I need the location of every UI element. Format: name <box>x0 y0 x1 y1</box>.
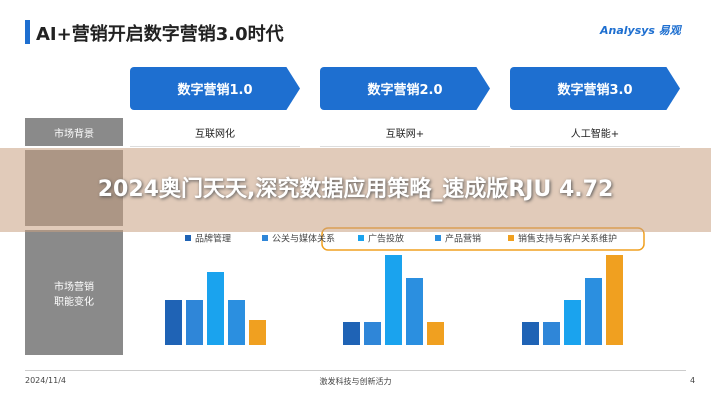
banner-text: 2024奥门天天,深究数据应用策略_速成版RJU 4.72 <box>97 177 614 202</box>
bar <box>385 255 402 345</box>
legend-label: 公关与媒体关系 <box>272 233 335 245</box>
bar <box>343 322 360 345</box>
cell: 互联网+ <box>320 118 490 147</box>
banner: 2024奥门天天,深究数据应用策略_速成版RJU 4.72 <box>0 148 711 232</box>
stage: 数字营销2.0 <box>320 67 490 110</box>
cell: 互联网化 <box>130 118 300 147</box>
footer-date: 2024/11/4 <box>25 376 67 385</box>
footer-center: 激发科技与创新活力 <box>319 377 392 386</box>
page-number: 4 <box>690 376 696 385</box>
title: AI+营销开启数字营销3.0时代 <box>36 24 284 45</box>
bar <box>228 300 245 345</box>
legend-swatch <box>185 235 191 241</box>
legend-swatch <box>358 235 364 241</box>
logo: Analysys 易观 <box>600 24 681 37</box>
row-label: 市场营销职能变化 <box>25 230 123 355</box>
legend-swatch <box>262 235 268 241</box>
footer-rule <box>25 370 686 371</box>
bar <box>186 300 203 345</box>
bar <box>207 272 224 345</box>
bar <box>585 278 602 345</box>
bar <box>406 278 423 345</box>
bar <box>543 322 560 345</box>
legend-label: 品牌管理 <box>195 233 231 245</box>
cell: 人工智能+ <box>510 118 680 147</box>
legend-label: 销售支持与客户关系维护 <box>518 233 617 245</box>
bar <box>364 322 381 345</box>
bar <box>165 300 182 345</box>
legend-swatch <box>508 235 514 241</box>
stage: 数字营销3.0 <box>510 67 680 110</box>
legend-label: 产品营销 <box>445 233 481 245</box>
bar <box>606 255 623 345</box>
title-accent <box>25 20 30 44</box>
bar <box>249 320 266 345</box>
stage: 数字营销1.0 <box>130 67 300 110</box>
row-label: 市场背景 <box>25 118 123 146</box>
bar <box>427 322 444 345</box>
legend-label: 广告投放 <box>368 233 404 245</box>
legend-swatch <box>435 235 441 241</box>
bar <box>564 300 581 345</box>
bar <box>522 322 539 345</box>
